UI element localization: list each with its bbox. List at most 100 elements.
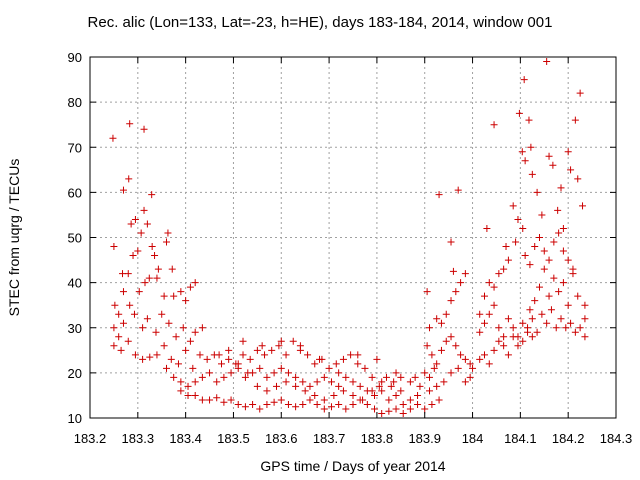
data-point	[461, 378, 469, 386]
data-point	[227, 369, 235, 377]
data-point	[170, 292, 178, 300]
data-point	[514, 342, 522, 350]
data-point	[354, 360, 362, 368]
data-point	[311, 391, 319, 399]
data-point	[540, 265, 548, 273]
data-point	[179, 324, 187, 332]
data-point	[306, 382, 314, 390]
data-point	[213, 378, 221, 386]
data-point	[131, 351, 139, 359]
data-point	[524, 328, 532, 336]
data-point	[538, 310, 546, 318]
data-point	[282, 378, 290, 386]
data-point	[421, 369, 429, 377]
data-point	[461, 270, 469, 278]
data-points	[109, 58, 589, 417]
data-point	[272, 382, 280, 390]
data-point	[320, 405, 328, 413]
data-point	[557, 315, 565, 323]
data-point	[284, 400, 292, 408]
data-point	[130, 310, 138, 318]
data-point	[299, 400, 307, 408]
data-point	[256, 364, 264, 372]
x-tick-label: 184	[462, 431, 484, 446]
data-point	[490, 283, 498, 291]
data-point	[581, 315, 589, 323]
y-tick-label: 90	[68, 50, 82, 65]
data-point	[215, 351, 223, 359]
data-point	[263, 373, 271, 381]
data-point	[433, 382, 441, 390]
data-point	[399, 400, 407, 408]
data-point	[191, 328, 199, 336]
data-point	[140, 206, 148, 214]
x-tick-label: 183.7	[313, 431, 346, 446]
data-point	[327, 378, 335, 386]
data-point	[564, 256, 572, 264]
data-point	[145, 274, 153, 282]
data-point	[528, 315, 536, 323]
data-point	[476, 328, 484, 336]
data-point	[115, 333, 123, 341]
axis-ticks: 183.2 183.3 183.4 183.5 183.6 183.7 183.8 183.9…	[68, 50, 633, 446]
data-point	[363, 400, 371, 408]
data-point	[574, 175, 582, 183]
data-point	[225, 346, 233, 354]
data-point	[481, 351, 488, 359]
data-point	[172, 333, 180, 341]
x-axis-label: GPS time / Days of year 2014	[260, 458, 445, 474]
data-point	[500, 333, 508, 341]
data-point	[160, 342, 168, 350]
data-point	[564, 301, 572, 309]
data-point	[414, 400, 422, 408]
data-point	[110, 342, 118, 350]
data-point	[547, 306, 555, 314]
data-point	[526, 261, 534, 269]
data-point	[428, 400, 436, 408]
data-point	[152, 328, 160, 336]
data-point	[160, 292, 168, 300]
data-point	[469, 364, 477, 372]
data-point	[397, 387, 405, 395]
data-point	[485, 360, 493, 368]
data-point	[292, 382, 300, 390]
chart-title: Rec. alic (Lon=133, Lat=-23, h=HE), days…	[87, 14, 553, 31]
data-point	[527, 143, 535, 151]
data-point	[126, 301, 134, 309]
x-tick-label: 183.4	[169, 431, 202, 446]
data-point	[349, 391, 357, 399]
data-point	[574, 292, 582, 300]
data-point	[170, 373, 178, 381]
data-point	[371, 391, 379, 399]
data-point	[227, 396, 235, 404]
data-point	[177, 387, 185, 395]
data-point	[514, 215, 522, 223]
data-point	[538, 211, 546, 219]
data-point	[576, 324, 584, 332]
data-point	[270, 369, 278, 377]
data-point	[119, 186, 127, 194]
data-point	[426, 324, 434, 332]
data-point	[129, 252, 137, 260]
data-point	[452, 288, 460, 296]
x-tick-label: 184.1	[504, 431, 537, 446]
data-point	[476, 355, 484, 363]
data-point	[139, 355, 147, 363]
data-point	[258, 342, 266, 350]
data-point	[533, 188, 541, 196]
data-point	[428, 351, 436, 359]
data-point	[263, 400, 271, 408]
data-point	[387, 382, 395, 390]
data-point	[320, 373, 328, 381]
data-point	[127, 220, 135, 228]
data-point	[435, 396, 443, 404]
data-point	[481, 319, 488, 327]
data-point	[399, 409, 407, 417]
data-point	[241, 403, 249, 411]
data-point	[244, 369, 252, 377]
data-point	[332, 360, 340, 368]
data-point	[253, 346, 261, 354]
data-point	[191, 279, 199, 287]
data-point	[521, 252, 529, 260]
data-point	[555, 229, 563, 237]
